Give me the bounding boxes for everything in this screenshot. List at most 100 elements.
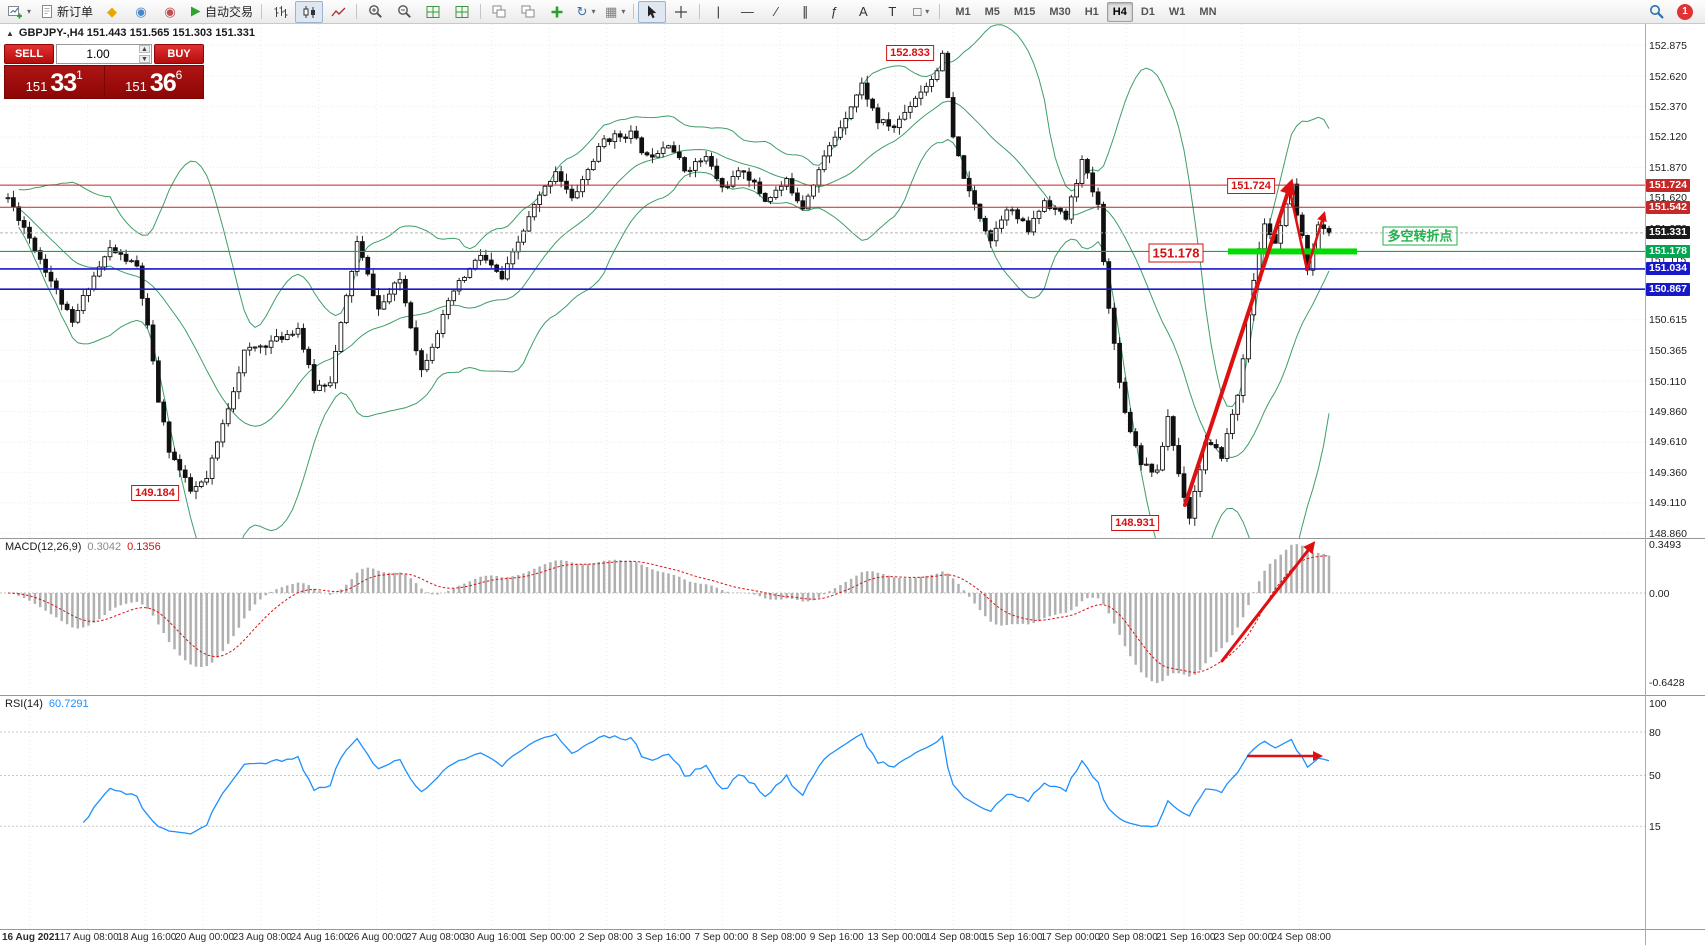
timeframe-mn-button[interactable]: MN	[1199, 5, 1217, 18]
line-chart-button[interactable]	[324, 1, 352, 23]
fibonacci-button[interactable]: ƒ	[820, 1, 848, 23]
profile-button[interactable]: ◉	[127, 1, 155, 23]
zoom-in-icon	[368, 4, 383, 19]
price-tick: 149.860	[1649, 406, 1687, 419]
rsi-indicator-label: RSI(14) 60.7291	[5, 698, 89, 710]
symbol-marker-icon[interactable]: ▲	[6, 28, 14, 38]
cascade-windows-button[interactable]	[485, 1, 513, 23]
buy-price-pips: 36	[149, 69, 177, 97]
support-zone-segment[interactable]	[1228, 248, 1357, 255]
indicators-button[interactable]	[543, 1, 571, 23]
price-tick: 149.110	[1649, 497, 1687, 510]
timeframe-d1-button[interactable]: D1	[1140, 5, 1155, 18]
profile-icon: ◉	[135, 4, 147, 19]
buy-price-display[interactable]: 151 36 6	[104, 66, 203, 98]
search-button[interactable]	[1642, 1, 1670, 23]
trendline-button[interactable]: ∕	[762, 1, 790, 23]
macd-axis-tick: -0.6428	[1649, 677, 1685, 690]
volume-increase-button[interactable]: ▲	[139, 45, 150, 53]
macd-trend-arrow[interactable]	[1220, 541, 1316, 663]
trend-arrow[interactable]	[1287, 185, 1327, 272]
autotrading-icon	[189, 5, 202, 18]
panel-separator[interactable]	[0, 538, 1705, 539]
rsi-value: 60.7291	[48, 698, 89, 710]
main-chart-canvas[interactable]	[0, 24, 1645, 538]
toolbar-separator	[939, 4, 941, 19]
volume-input[interactable]	[57, 45, 151, 63]
autotrading-button[interactable]: 自动交易	[185, 1, 257, 23]
timeframe-h4-button[interactable]: H4	[1106, 1, 1133, 22]
candle-chart-button[interactable]	[295, 0, 324, 23]
price-tick: 152.620	[1649, 70, 1687, 83]
price-axis-border	[1645, 24, 1646, 945]
new-chart-button[interactable]: ▾	[4, 1, 35, 23]
timeframe-h1-button[interactable]: H1	[1084, 5, 1099, 18]
price-tick: 149.610	[1649, 436, 1687, 449]
timeframe-m1-button[interactable]: M1	[955, 5, 971, 18]
price-axis[interactable]: 152.875 152.620 152.370 152.120 151.870 151.6…	[1646, 0, 1705, 945]
macd-panel-canvas[interactable]	[0, 539, 1645, 695]
shapes-button[interactable]: □ ▾	[907, 1, 935, 23]
sell-button[interactable]: SELL	[4, 44, 54, 64]
text-button[interactable]: A	[849, 1, 877, 23]
date-label: 24 Sep 08:00	[1271, 932, 1331, 943]
chevron-down-icon: ▾	[925, 7, 930, 16]
rsi-content	[0, 696, 1645, 929]
bar-chart-button[interactable]	[266, 1, 294, 23]
horizontal-line-button[interactable]: —	[733, 1, 761, 23]
deposit-button[interactable]: ◆	[98, 1, 126, 23]
buy-button[interactable]: BUY	[154, 44, 204, 64]
candle-chart-icon	[302, 5, 317, 19]
buy-price-point: 6	[175, 68, 183, 82]
date-label: 7 Sep 00:00	[694, 932, 749, 943]
panel-separator[interactable]	[0, 695, 1705, 696]
timeframe-m30-button[interactable]: M30	[1049, 5, 1071, 18]
cursor-button[interactable]	[638, 0, 667, 23]
horizontal-line-objects[interactable]	[0, 184, 1645, 291]
price-tick: 152.120	[1649, 131, 1687, 144]
zoom-in-button[interactable]	[361, 1, 389, 23]
timeframe-m5-button[interactable]: M5	[984, 5, 1000, 18]
market-icon: ◉	[164, 4, 176, 19]
date-label: 8 Sep 08:00	[752, 932, 807, 943]
label-button[interactable]: T	[878, 1, 906, 23]
time-axis[interactable]: 16 Aug 2021 17 Aug 08:00 18 Aug 16:00 20 Au…	[0, 931, 1645, 945]
chart-objects[interactable]	[1183, 178, 1357, 507]
date-label: 23 Aug 08:00	[232, 932, 292, 943]
zoom-out-button[interactable]	[390, 1, 418, 23]
bar-chart-icon	[273, 5, 288, 19]
crosshair-icon	[674, 5, 688, 19]
arrange-windows-button[interactable]	[514, 1, 542, 23]
date-label: 24 Aug 16:00	[290, 932, 350, 943]
channel-icon: ∥	[802, 4, 809, 19]
date-label: 21 Sep 16:00	[1156, 932, 1216, 943]
timeframe-w1-button[interactable]: W1	[1168, 5, 1186, 18]
channel-button[interactable]: ∥	[791, 1, 819, 23]
tile-vertical-button[interactable]	[448, 1, 476, 23]
date-label: 30 Aug 16:00	[463, 932, 523, 943]
crosshair-button[interactable]	[667, 1, 695, 23]
price-tick: 150.365	[1649, 344, 1687, 357]
market-button[interactable]: ◉	[156, 1, 184, 23]
periods-icon: ↻	[576, 4, 588, 19]
price-tag: 151.542	[1646, 200, 1690, 214]
search-icon	[1649, 5, 1663, 19]
volume-decrease-button[interactable]: ▼	[139, 55, 150, 63]
one-click-trading-widget: SELL ▲ ▼ BUY 151 33 1 151 36 6	[4, 44, 204, 99]
price-tick: 149.360	[1649, 466, 1687, 479]
trend-arrow[interactable]	[1183, 178, 1296, 507]
volume-field: ▲ ▼	[56, 44, 152, 64]
date-label: 13 Sep 00:00	[867, 932, 928, 943]
chevron-down-icon: ▾	[27, 7, 32, 16]
new-order-button[interactable]: 新订单	[36, 1, 97, 23]
periods-button[interactable]: ↻ ▾	[572, 1, 600, 23]
templates-button[interactable]: ▦ ▾	[601, 1, 629, 23]
sell-price-display[interactable]: 151 33 1	[5, 66, 105, 98]
timeframe-m15-button[interactable]: M15	[1013, 5, 1036, 18]
notification-badge[interactable]: 1	[1677, 3, 1693, 20]
macd-indicator-label: MACD(12,26,9) 0.3042 0.1356	[5, 541, 161, 553]
vertical-line-button[interactable]: |	[704, 1, 732, 23]
rsi-panel-canvas[interactable]	[0, 696, 1645, 929]
tile-windows-button[interactable]	[419, 1, 447, 23]
sell-price-main: 151	[25, 79, 48, 94]
